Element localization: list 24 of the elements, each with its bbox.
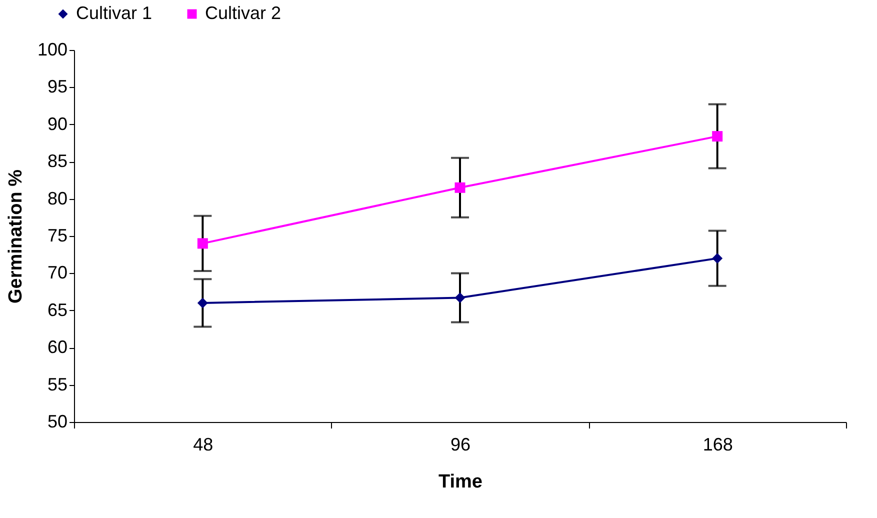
y-tick-label: 50 <box>47 412 68 432</box>
y-axis-title: Germination % <box>5 169 26 304</box>
x-tick-label: 96 <box>450 434 471 454</box>
point <box>197 238 208 249</box>
y-tick-label: 65 <box>47 300 68 320</box>
y-tick-label: 85 <box>47 151 68 172</box>
legend-label: Cultivar 1 <box>76 3 152 23</box>
point <box>454 182 466 193</box>
point <box>712 131 723 142</box>
legend-label: Cultivar 2 <box>205 3 282 23</box>
x-tick-label: 48 <box>193 434 214 454</box>
point <box>454 292 466 303</box>
x-axis-title: Time <box>438 472 483 492</box>
y-tick-label: 80 <box>47 188 68 208</box>
y-tick-label: 95 <box>47 76 68 97</box>
y-tick-label: 75 <box>47 226 68 246</box>
y-tick-label: 60 <box>47 337 68 358</box>
x-tick-label: 168 <box>702 434 733 454</box>
y-tick-label: 100 <box>37 40 68 60</box>
y-tick-label: 55 <box>47 374 68 394</box>
point <box>197 298 208 308</box>
y-tick-label: 90 <box>47 114 68 134</box>
y-tick-label: 70 <box>47 262 68 283</box>
point <box>712 253 723 264</box>
